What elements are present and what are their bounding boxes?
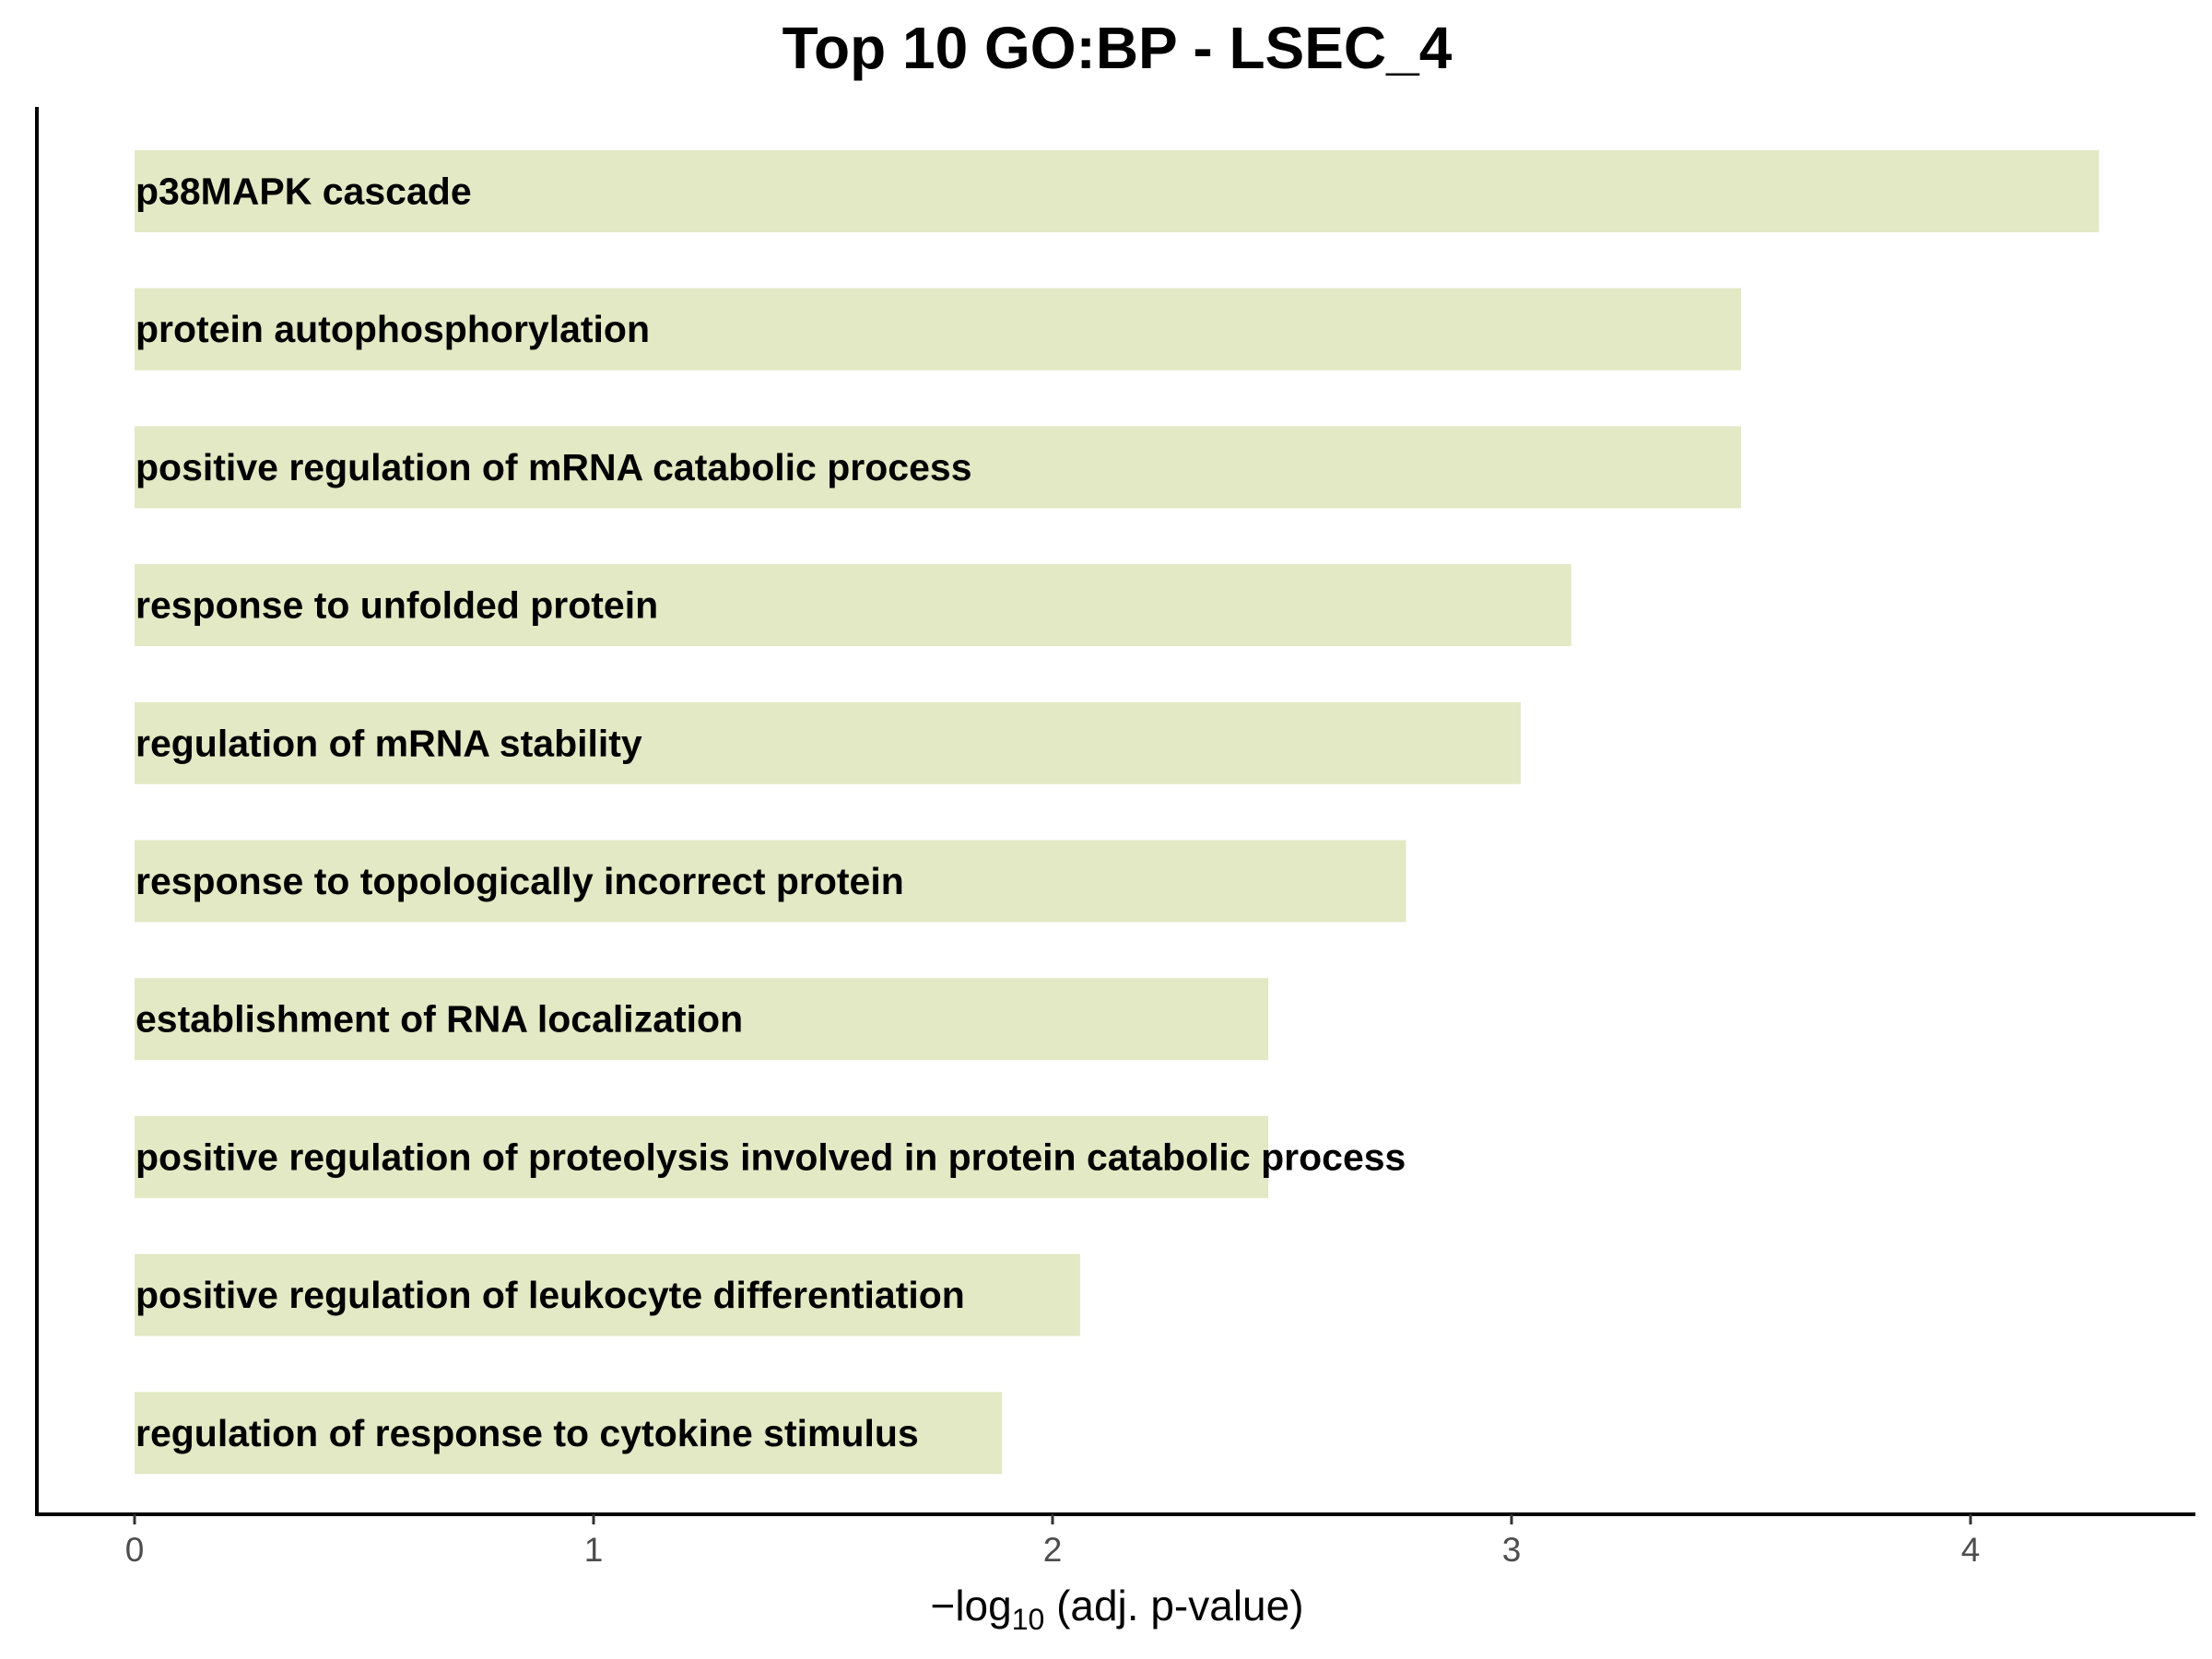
bar-3 [135, 426, 1741, 509]
bar-label-4: response to unfolded protein [135, 584, 658, 627]
chart-title: Top 10 GO:BP - LSEC_4 [782, 15, 1453, 81]
x-axis-label: −log10 (adj. p-value) [930, 1582, 1303, 1636]
bar-1 [135, 150, 2100, 232]
bar-6 [135, 840, 1406, 923]
bar-8 [135, 1115, 1269, 1198]
bar-7 [135, 978, 1269, 1061]
bar-9 [135, 1253, 1080, 1336]
bar-label-1: p38MAPK cascade [135, 171, 472, 213]
x-axis-label-suffix: (adj. p-value) [1044, 1582, 1303, 1630]
bar-label-5: regulation of mRNA stability [135, 722, 642, 764]
bar-label-2: protein autophosphorylation [135, 308, 650, 350]
bar-label-6: response to topologically incorrect prot… [135, 860, 904, 902]
bar-4 [135, 564, 1571, 647]
x-tick-label-3: 3 [1502, 1531, 1522, 1569]
bars-group [135, 150, 2100, 1475]
bar-10 [135, 1392, 1003, 1475]
bar-label-8: positive regulation of proteolysis invol… [135, 1135, 1406, 1178]
x-tick-label-1: 1 [584, 1531, 604, 1569]
bar-labels-group: p38MAPK cascade protein autophosphorylati… [135, 171, 1406, 1454]
x-ticks-group: 0 1 2 3 4 [125, 1514, 1981, 1569]
x-tick-label-0: 0 [125, 1531, 145, 1569]
x-tick-label-2: 2 [1043, 1531, 1063, 1569]
bar-label-7: establishment of RNA localization [135, 998, 743, 1041]
x-axis-label-prefix: −log [930, 1582, 1011, 1630]
bar-2 [135, 288, 1741, 371]
bar-label-10: regulation of response to cytokine stimu… [135, 1412, 919, 1454]
x-tick-label-4: 4 [1961, 1531, 1981, 1569]
bar-label-9: positive regulation of leukocyte differe… [135, 1274, 965, 1316]
x-axis-label-subscript: 10 [1012, 1603, 1045, 1636]
bar-5 [135, 701, 1521, 784]
bar-label-3: positive regulation of mRNA catabolic pr… [135, 446, 972, 488]
